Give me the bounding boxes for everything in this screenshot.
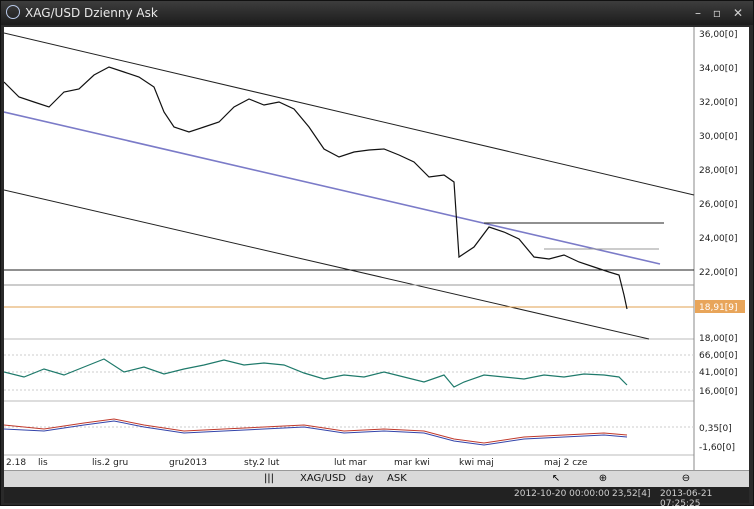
time-tick: lut mar [334,458,367,468]
status-bar: 2012-10-20 00:00:00 23,52[4] 2013-06-21 … [4,487,749,509]
time-tick: sty.2 lut [244,458,280,468]
price-tick: 36,00[0] [699,30,738,40]
time-tick: maj 2 cze [544,458,588,468]
rsi-tick: 66,00[0] [699,351,738,361]
maximize-icon[interactable]: ▫ [712,6,722,20]
rsi-tick: 41,00[0] [699,368,738,378]
chart-toolbar: ||| XAG/USD day ASK ↖ ⊕ ⊖ [4,470,749,487]
price-tick: 34,00[0] [699,64,738,74]
status-cursor-value: 23,52[4] [612,489,651,499]
symbol-select[interactable]: XAG/USD [300,473,347,484]
price-tick: 30,00[0] [699,132,738,142]
window-title: XAG/USD Dzienny Ask [25,6,158,20]
zoom-in-icon[interactable]: ⊕ [598,473,608,484]
price-tick: 32,00[0] [699,98,738,108]
status-from: 2012-10-20 00:00:00 [514,489,610,499]
zoom-out-icon[interactable]: ⊖ [681,473,691,484]
macd-tick: 0,35[0] [699,424,732,434]
cursor-icon[interactable]: ↖ [551,473,561,484]
side-select[interactable]: ASK [387,473,407,484]
price-tick: 18,00[0] [699,334,738,344]
rsi-tick: 16,00[0] [699,387,738,397]
globe-icon [6,5,20,19]
time-tick: lis.2 gru [92,458,128,468]
close-icon[interactable]: ✕ [732,6,744,20]
time-tick: lis [38,458,48,468]
price-tick: 26,00[0] [699,200,738,210]
macd-tick: -1,60[0] [699,443,735,453]
time-tick: kwi maj [459,458,494,468]
time-tick: mar kwi [394,458,430,468]
time-tick: 2.18 [6,458,26,468]
price-tick: 22,00[0] [699,268,738,278]
minimize-icon[interactable]: – [695,6,701,20]
scrollbar-handle[interactable]: ||| [263,473,275,484]
current-price-label: 18,91[9] [699,303,738,313]
time-tick: gru2013 [169,458,207,468]
status-to: 2013-06-21 07:25:25 [660,489,713,509]
price-tick: 28,00[0] [699,166,738,176]
title-bar: XAG/USD Dzienny Ask – ▫ ✕ [1,1,753,25]
period-select[interactable]: day [355,473,374,484]
current-price-badge [695,300,745,313]
price-tick: 24,00[0] [699,234,738,244]
chart-area[interactable]: 36,00[0] 34,00[0] 32,00[0] 30,00[0] 28,0… [3,27,749,470]
